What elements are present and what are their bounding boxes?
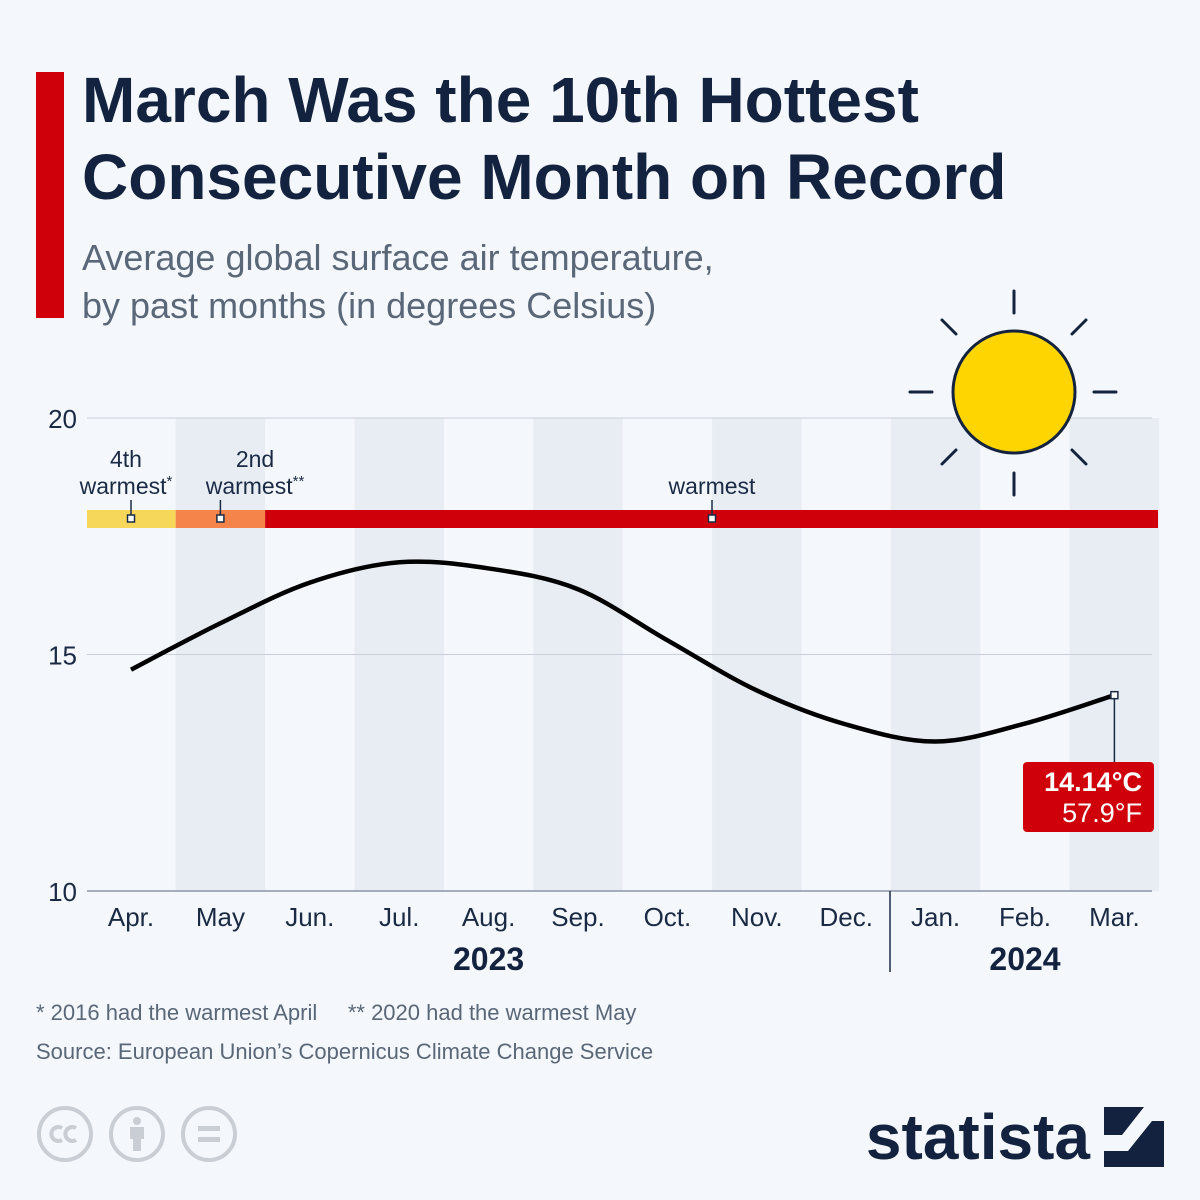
x-tick-label: Oct. [644,902,692,932]
x-tick-label: Dec. [819,902,872,932]
x-tick-label: Sep. [551,902,605,932]
year-label: 2024 [989,941,1060,977]
title-line-2: Consecutive Month on Record [82,141,1007,213]
statista-logo-icon [1104,1107,1164,1167]
x-tick-label: May [196,902,245,932]
rank-label: warmest* [79,473,173,499]
cc-icon[interactable] [36,1105,94,1163]
temperature-line [129,559,1116,744]
rank-label: warmest [668,473,757,499]
y-tick-label: 20 [48,404,77,434]
license-icons [36,1105,238,1163]
x-tick-label: Apr. [108,902,154,932]
rank-footnote-mark: * [167,473,173,490]
callout-fahrenheit: 57.9°F [1062,798,1142,828]
footnote: * 2016 had the warmest April ** 2020 had… [36,1000,637,1025]
rank-label: 4th [110,446,142,472]
x-tick-label: Feb. [999,902,1051,932]
brand-name: statista [865,1101,1090,1173]
x-tick-label: Jun. [285,902,334,932]
subtitle-line-1: Average global surface air temperature, [82,237,714,278]
value-callout: 14.14°C57.9°F [1023,690,1154,832]
source: Source: European Union’s Copernicus Clim… [36,1039,654,1064]
rank-marker [126,514,136,523]
page-title: March Was the 10th Hottest Consecutive Mo… [82,62,1007,216]
subtitle-line-2: by past months (in degrees Celsius) [82,285,657,326]
rank-footnote-mark: ** [293,473,305,490]
series-line [129,559,1116,744]
x-tick-label: Aug. [462,902,516,932]
callout-celsius: 14.14°C [1044,767,1142,797]
x-axis: Apr. May Jun. Jul. Aug. Sep. Oct. Nov. Dec. Jan. F… [108,891,1140,977]
x-tick-label: Jan. [911,902,960,932]
gridlines: 10 15 20 [48,404,1152,907]
sun-icon [908,289,1118,497]
callout-box [1023,762,1154,832]
callout-marker [1110,690,1119,700]
rank-label: warmest** [205,473,305,499]
rank-marker [216,514,225,523]
title-line-1: March Was the 10th Hottest [82,64,919,136]
attribution-icon[interactable] [108,1105,166,1163]
x-tick-label: Jul. [379,902,419,932]
subtitle: Average global surface air temperature, b… [82,234,714,330]
no-derivatives-icon[interactable] [180,1105,238,1163]
rank-label: 2nd [236,446,274,472]
rank-marker [707,514,717,523]
title-accent-bar [36,72,64,318]
y-tick-label: 10 [48,877,77,907]
x-tick-label: Mar. [1089,902,1140,932]
y-tick-label: 15 [48,641,77,671]
statista-logo[interactable]: statista [866,1100,1164,1174]
year-label: 2023 [453,941,524,977]
x-tick-label: Nov. [731,902,783,932]
